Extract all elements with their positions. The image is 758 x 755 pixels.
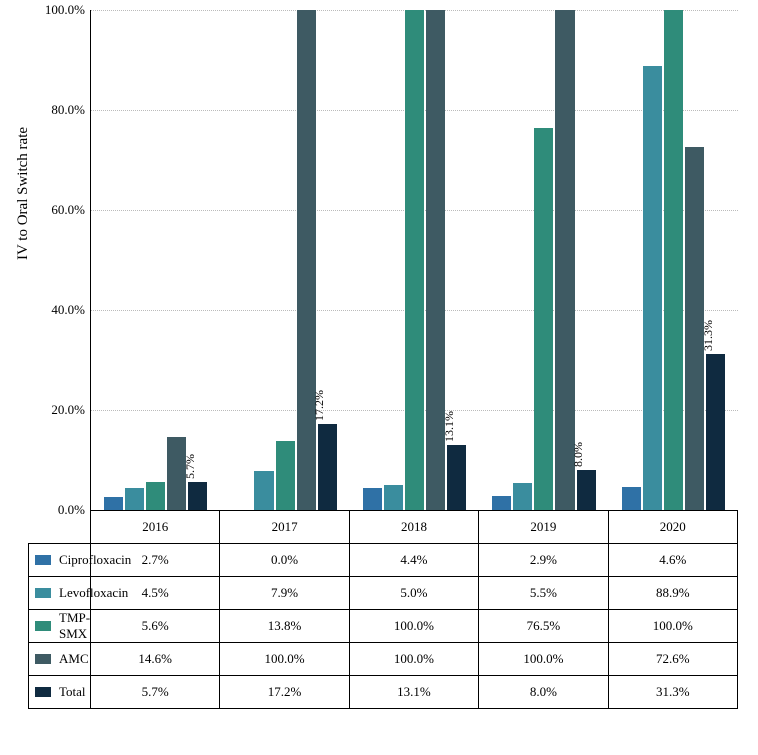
data-cell: 13.1% bbox=[349, 676, 478, 709]
series-name: TMP-SMX bbox=[59, 610, 90, 641]
table-row: Levofloxacin4.5%7.9%5.0%5.5%88.9% bbox=[29, 577, 738, 610]
y-tick-label: 100.0% bbox=[45, 2, 91, 18]
bar-amc-2019 bbox=[555, 10, 574, 510]
bar-ciprofloxacin-2018 bbox=[363, 488, 382, 510]
data-cell: 8.0% bbox=[479, 676, 608, 709]
data-cell: 72.6% bbox=[608, 643, 737, 676]
series-label-cell: Ciprofloxacin bbox=[29, 544, 91, 577]
bar-ciprofloxacin-2019 bbox=[492, 496, 511, 511]
table-row: AMC14.6%100.0%100.0%100.0%72.6% bbox=[29, 643, 738, 676]
bar-ciprofloxacin-2016 bbox=[104, 497, 123, 511]
bar-total-2019: 8.0% bbox=[577, 470, 596, 510]
bar-label: 5.7% bbox=[183, 454, 198, 479]
data-cell: 76.5% bbox=[479, 610, 608, 643]
bar-label: 17.2% bbox=[312, 390, 327, 421]
bar-tmp-smx-2018 bbox=[405, 10, 424, 510]
table-blank-corner bbox=[29, 511, 91, 544]
table-row: Total 5.7%17.2%13.1%8.0%31.3% bbox=[29, 676, 738, 709]
x-axis-year: 2017 bbox=[220, 511, 349, 544]
bar-label: 13.1% bbox=[442, 411, 457, 442]
series-label-cell: AMC bbox=[29, 643, 91, 676]
bar-label: 31.3% bbox=[701, 320, 716, 351]
data-cell: 0.0% bbox=[220, 544, 349, 577]
bar-levofloxacin-2020 bbox=[643, 66, 662, 511]
data-cell: 100.0% bbox=[349, 610, 478, 643]
data-cell: 13.8% bbox=[220, 610, 349, 643]
bar-tmp-smx-2016 bbox=[146, 482, 165, 510]
bar-levofloxacin-2018 bbox=[384, 485, 403, 510]
data-cell: 4.6% bbox=[608, 544, 737, 577]
data-cell: 88.9% bbox=[608, 577, 737, 610]
legend-swatch-icon bbox=[35, 687, 51, 697]
legend-swatch-icon bbox=[35, 621, 51, 631]
data-table: 20162017201820192020Ciprofloxacin2.7%0.0… bbox=[28, 510, 738, 709]
bar-total-2018: 13.1% bbox=[447, 445, 466, 511]
data-cell: 100.0% bbox=[220, 643, 349, 676]
data-cell: 5.7% bbox=[91, 676, 220, 709]
x-axis-year: 2019 bbox=[479, 511, 608, 544]
data-cell: 5.0% bbox=[349, 577, 478, 610]
bar-ciprofloxacin-2020 bbox=[622, 487, 641, 510]
legend-swatch-icon bbox=[35, 654, 51, 664]
x-axis-year: 2020 bbox=[608, 511, 737, 544]
bar-total-2020: 31.3% bbox=[706, 354, 725, 511]
bar-tmp-smx-2019 bbox=[534, 128, 553, 511]
series-name: Total bbox=[59, 684, 86, 699]
bar-tmp-smx-2017 bbox=[276, 441, 295, 510]
x-axis-year: 2016 bbox=[91, 511, 220, 544]
data-cell: 7.9% bbox=[220, 577, 349, 610]
bar-label: 8.0% bbox=[571, 442, 586, 467]
series-label-cell: Levofloxacin bbox=[29, 577, 91, 610]
y-tick-label: 60.0% bbox=[51, 202, 91, 218]
table-row: Ciprofloxacin2.7%0.0%4.4%2.9%4.6% bbox=[29, 544, 738, 577]
series-name: Levofloxacin bbox=[59, 585, 128, 600]
data-cell: 100.0% bbox=[349, 643, 478, 676]
series-label-cell: Total bbox=[29, 676, 91, 709]
bar-tmp-smx-2020 bbox=[664, 10, 683, 510]
table-row: TMP-SMX5.6%13.8%100.0%76.5%100.0% bbox=[29, 610, 738, 643]
bar-levofloxacin-2016 bbox=[125, 488, 144, 511]
chart-plot-area: 0.0%20.0%40.0%60.0%80.0%100.0%5.7%17.2%1… bbox=[90, 10, 738, 511]
y-axis-label: IV to Oral Switch rate bbox=[15, 127, 32, 260]
data-cell: 17.2% bbox=[220, 676, 349, 709]
y-tick-label: 80.0% bbox=[51, 102, 91, 118]
bar-total-2016: 5.7% bbox=[188, 482, 207, 511]
data-cell: 31.3% bbox=[608, 676, 737, 709]
data-cell: 5.5% bbox=[479, 577, 608, 610]
bar-total-2017: 17.2% bbox=[318, 424, 337, 510]
bar-amc-2017 bbox=[297, 10, 316, 510]
bar-levofloxacin-2019 bbox=[513, 483, 532, 511]
data-table-area: 20162017201820192020Ciprofloxacin2.7%0.0… bbox=[28, 510, 738, 709]
legend-swatch-icon bbox=[35, 555, 51, 565]
y-tick-label: 40.0% bbox=[51, 302, 91, 318]
data-cell: 5.6% bbox=[91, 610, 220, 643]
x-axis-year: 2018 bbox=[349, 511, 478, 544]
bar-levofloxacin-2017 bbox=[254, 471, 273, 511]
data-cell: 4.4% bbox=[349, 544, 478, 577]
data-cell: 100.0% bbox=[608, 610, 737, 643]
series-label-cell: TMP-SMX bbox=[29, 610, 91, 643]
data-cell: 100.0% bbox=[479, 643, 608, 676]
data-cell: 2.9% bbox=[479, 544, 608, 577]
y-tick-label: 20.0% bbox=[51, 402, 91, 418]
chart-wrap: IV to Oral Switch rate 0.0% 20.0% 40.0% 60.… bbox=[0, 0, 758, 755]
data-cell: 14.6% bbox=[91, 643, 220, 676]
legend-swatch-icon bbox=[35, 588, 51, 598]
series-name: AMC bbox=[59, 651, 89, 666]
series-name: Ciprofloxacin bbox=[59, 552, 131, 567]
